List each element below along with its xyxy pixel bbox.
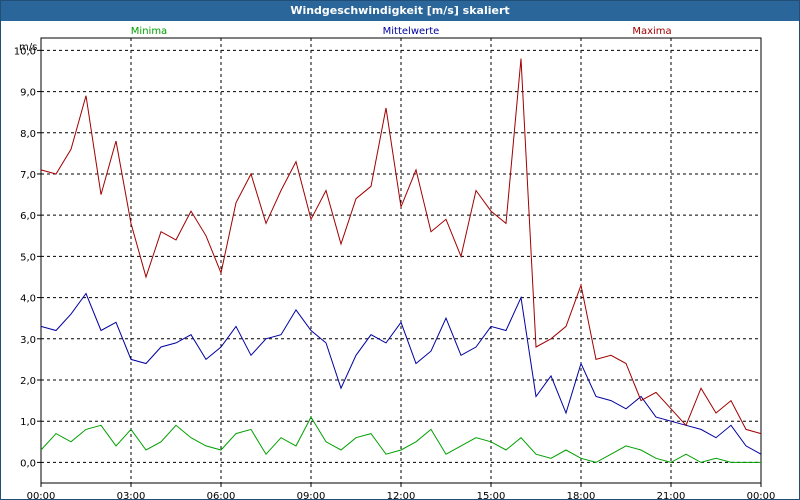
y-tick-label: 8,0 <box>20 129 36 140</box>
series-line-maxima <box>40 58 762 435</box>
x-tick-time: 03:00 <box>117 491 146 499</box>
legend-entry-maxima: Maxima <box>632 26 671 37</box>
x-axis: 00:0012.05.1403:0012.05.1406:0012.05.140… <box>27 483 776 499</box>
x-tick-time: 15:00 <box>477 491 506 499</box>
series-layer <box>40 58 762 463</box>
y-tick-label: 3,0 <box>20 335 36 346</box>
x-tick-time: 18:00 <box>567 491 596 499</box>
window-title: Windgeschwindigkeit [m/s] skaliert <box>1 1 799 21</box>
y-axis-label: m/s <box>19 42 37 53</box>
y-tick-label: 2,0 <box>20 376 36 387</box>
y-tick-label: 4,0 <box>20 294 36 305</box>
x-tick-time: 00:00 <box>747 491 776 499</box>
legend-entry-mittelwerte: Mittelwerte <box>383 26 440 37</box>
y-tick-label: 10,0 <box>14 46 36 57</box>
legend: Minima Mittelwerte Maxima <box>131 26 672 37</box>
y-tick-label: 1,0 <box>20 417 36 428</box>
wind-speed-chart: 0,0 1,0 2,0 3,0 4,0 5,0 6,0 7,0 8,0 9,0 10,0 00:00… <box>14 26 776 499</box>
y-tick-label: 9,0 <box>20 88 36 99</box>
series-line-mittelwerte <box>40 292 762 455</box>
y-axis: 0,0 1,0 2,0 3,0 4,0 5,0 6,0 7,0 8,0 9,0 10,0 <box>14 46 41 469</box>
y-tick-label: 6,0 <box>20 211 36 222</box>
grid <box>41 38 761 483</box>
series-line-minima <box>40 416 761 463</box>
x-tick-time: 06:00 <box>207 491 236 499</box>
legend-entry-minima: Minima <box>131 26 167 37</box>
y-tick-label: 5,0 <box>20 252 36 263</box>
x-tick-time: 21:00 <box>657 491 686 499</box>
x-tick-time: 12:00 <box>387 491 416 499</box>
x-tick-time: 00:00 <box>27 491 56 499</box>
x-tick-time: 09:00 <box>297 491 326 499</box>
y-tick-label: 0,0 <box>20 458 36 469</box>
y-tick-label: 7,0 <box>20 170 36 181</box>
